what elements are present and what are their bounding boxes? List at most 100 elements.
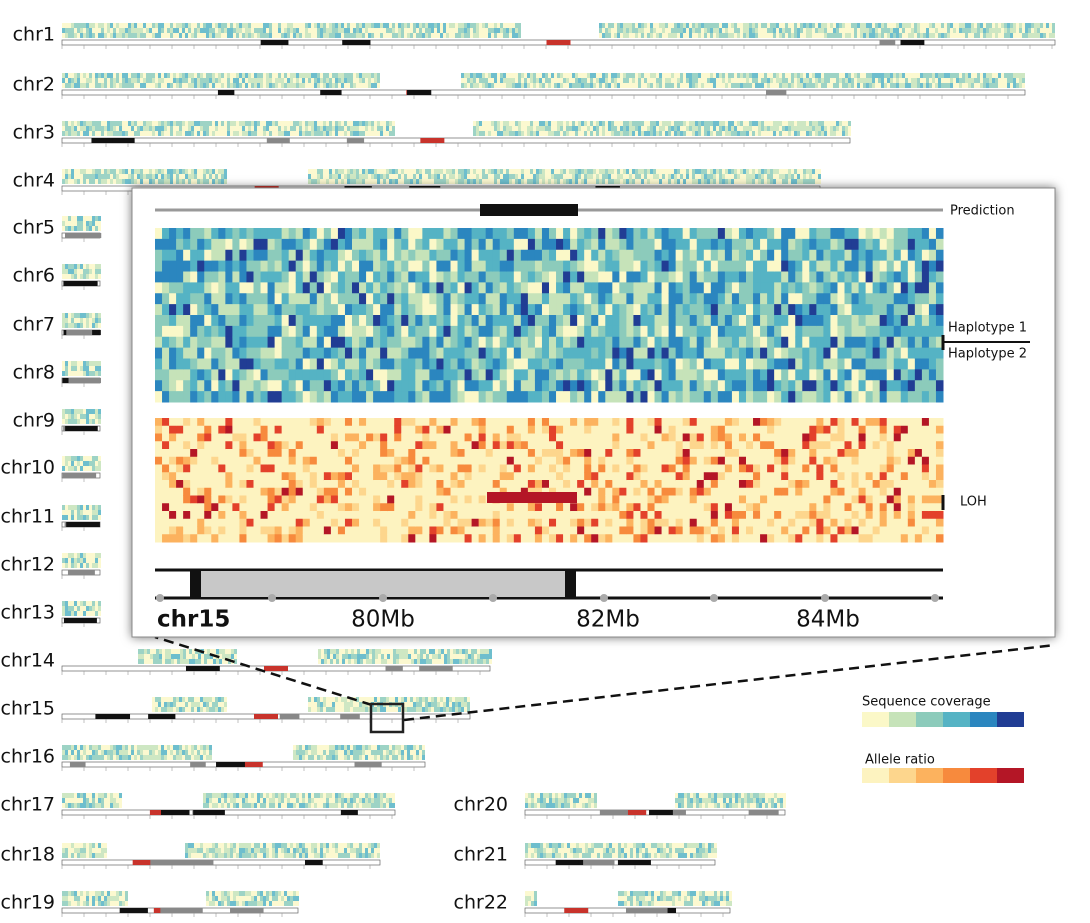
coverage-cell bbox=[366, 654, 369, 659]
coverage-cell bbox=[530, 169, 533, 174]
coverage-cell bbox=[423, 654, 426, 659]
coverage-cell bbox=[716, 126, 719, 131]
coverage-cell bbox=[671, 78, 674, 83]
coverage-cell bbox=[380, 121, 383, 126]
coverage-cell bbox=[161, 73, 164, 78]
coverage-cell bbox=[422, 707, 425, 712]
coverage-cell bbox=[170, 121, 173, 126]
coverage-cell bbox=[191, 73, 194, 78]
coverage-cell bbox=[308, 745, 311, 750]
coverage-cell bbox=[506, 169, 509, 174]
coverage-cell bbox=[158, 174, 161, 179]
coverage-cell bbox=[74, 553, 77, 558]
coverage-cell bbox=[176, 131, 179, 136]
coverage-cell bbox=[398, 28, 401, 33]
coverage-cell bbox=[386, 33, 389, 38]
coverage-cell bbox=[440, 28, 443, 33]
coverage-cell bbox=[143, 28, 146, 33]
coverage-cell bbox=[1007, 28, 1010, 33]
coverage-cell bbox=[227, 131, 230, 136]
coverage-cell bbox=[155, 745, 158, 750]
coverage-cell bbox=[182, 126, 185, 131]
coverage-cell bbox=[560, 83, 563, 88]
coverage-cell bbox=[275, 23, 278, 28]
coverage-cell bbox=[710, 131, 713, 136]
coverage-cell bbox=[389, 121, 392, 126]
coverage-cell bbox=[92, 456, 95, 461]
coverage-cell bbox=[455, 174, 458, 179]
coverage-cell bbox=[509, 83, 512, 88]
coverage-cell bbox=[956, 28, 959, 33]
coverage-cell bbox=[92, 611, 95, 616]
coverage-cell bbox=[188, 707, 191, 712]
coverage-cell bbox=[209, 83, 212, 88]
coverage-cell bbox=[515, 131, 518, 136]
coverage-cell bbox=[359, 803, 362, 808]
coverage-cell bbox=[62, 371, 65, 376]
coverage-cell bbox=[986, 33, 989, 38]
coverage-cell bbox=[347, 33, 350, 38]
coverage-cell bbox=[710, 126, 713, 131]
coverage-cell bbox=[233, 33, 236, 38]
coverage-cell bbox=[965, 33, 968, 38]
coverage-cell bbox=[77, 169, 80, 174]
coverage-cell bbox=[395, 23, 398, 28]
coverage-cell bbox=[116, 174, 119, 179]
coverage-cell bbox=[149, 121, 152, 126]
coverage-cell bbox=[815, 179, 818, 184]
coverage-cell bbox=[185, 174, 188, 179]
coverage-cell bbox=[302, 745, 305, 750]
coverage-cell bbox=[449, 169, 452, 174]
coverage-cell bbox=[446, 169, 449, 174]
coverage-cell bbox=[197, 179, 200, 184]
coverage-cell bbox=[560, 179, 563, 184]
coverage-cell bbox=[254, 131, 257, 136]
coverage-cell bbox=[824, 23, 827, 28]
band bbox=[342, 40, 371, 45]
coverage-cell bbox=[569, 179, 572, 184]
coverage-cell bbox=[464, 174, 467, 179]
coverage-cell bbox=[200, 174, 203, 179]
coverage-cell bbox=[363, 649, 366, 654]
coverage-cell bbox=[206, 755, 209, 760]
coverage-cell bbox=[722, 73, 725, 78]
coverage-cell bbox=[317, 73, 320, 78]
coverage-cell bbox=[710, 78, 713, 83]
coverage-cell bbox=[98, 33, 101, 38]
coverage-cell bbox=[692, 126, 695, 131]
coverage-cell bbox=[461, 33, 464, 38]
coverage-cell bbox=[632, 126, 635, 131]
coverage-cell bbox=[71, 419, 74, 424]
coverage-cell bbox=[218, 174, 221, 179]
coverage-cell bbox=[1031, 33, 1034, 38]
coverage-cell bbox=[212, 793, 215, 798]
coverage-cell bbox=[488, 33, 491, 38]
coverage-cell bbox=[293, 750, 296, 755]
coverage-cell bbox=[341, 755, 344, 760]
coverage-cell bbox=[554, 121, 557, 126]
coverage-cell bbox=[872, 23, 875, 28]
coverage-cell bbox=[647, 73, 650, 78]
coverage-cell bbox=[521, 121, 524, 126]
coverage-cell bbox=[938, 83, 941, 88]
coverage-cell bbox=[374, 750, 377, 755]
coverage-cell bbox=[320, 707, 323, 712]
coverage-cell bbox=[356, 121, 359, 126]
coverage-cell bbox=[335, 697, 338, 702]
coverage-cell bbox=[902, 23, 905, 28]
coverage-cell bbox=[155, 707, 158, 712]
coverage-cell bbox=[83, 419, 86, 424]
coverage-cell bbox=[228, 649, 231, 654]
coverage-cell bbox=[851, 28, 854, 33]
coverage-cell bbox=[254, 126, 257, 131]
coverage-cell bbox=[353, 78, 356, 83]
coverage-cell bbox=[512, 83, 515, 88]
coverage-cell bbox=[248, 33, 251, 38]
coverage-cell bbox=[584, 121, 587, 126]
coverage-cell bbox=[176, 750, 179, 755]
coverage-cell bbox=[245, 126, 248, 131]
coverage-cell bbox=[284, 28, 287, 33]
coverage-cell bbox=[74, 33, 77, 38]
coverage-cell bbox=[452, 179, 455, 184]
coverage-cell bbox=[386, 798, 389, 803]
